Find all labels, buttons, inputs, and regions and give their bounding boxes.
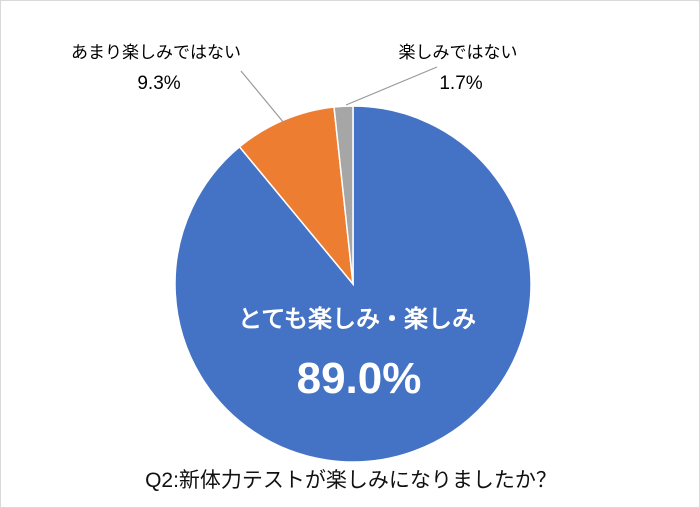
chart-title: Q2:新体力テストが楽しみになりましたか？ xyxy=(145,469,557,492)
callout-orange-label: あまり楽しみではない xyxy=(71,43,241,62)
inner-blue-label: とても楽しみ・楽しみ xyxy=(238,305,476,333)
pie-slice-1 xyxy=(238,106,355,287)
leader-line-gray xyxy=(345,66,438,106)
callout-gray-pct: 1.7% xyxy=(439,73,482,94)
pie-slice-2 xyxy=(333,105,354,285)
callout-gray-label: 楽しみではない xyxy=(399,43,518,62)
leader-line-orange xyxy=(240,70,285,124)
pie-slice-0 xyxy=(174,105,532,463)
pie-slices xyxy=(174,105,532,463)
inner-blue-pct: 89.0% xyxy=(297,354,422,403)
callout-orange-pct: 9.3% xyxy=(137,73,180,94)
